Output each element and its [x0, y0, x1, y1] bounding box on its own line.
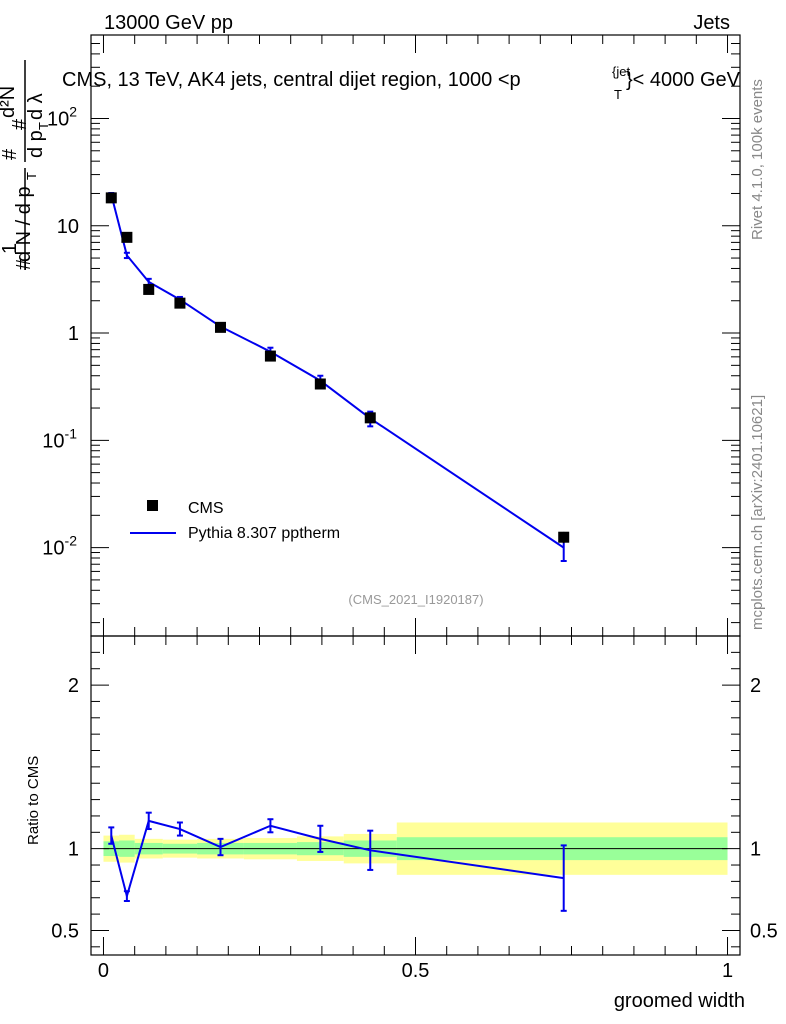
- data-point: [364, 412, 376, 424]
- y-tick-label-main: 1: [68, 323, 79, 345]
- y-tick-label-ratio: 2: [68, 675, 79, 697]
- y-tick-label-ratio-right: 1: [750, 839, 761, 861]
- plot-title-sub: T: [614, 87, 622, 102]
- y-axis-label-ratio: Ratio to CMS: [25, 756, 42, 845]
- legend: CMS Pythia 8.307 pptherm: [130, 500, 340, 542]
- mcplots-label: mcplots.cern.ch [arXiv:2401.10621]: [749, 395, 766, 630]
- legend-marker-data: [147, 500, 158, 511]
- y-tick-label-ratio-right: 0.5: [750, 920, 778, 942]
- energy-label: 13000 GeV pp: [104, 12, 233, 34]
- ratio-axes: 2 2 1 1 0.5 0.5 0 0.5 1: [51, 635, 778, 982]
- analysis-id: (CMS_2021_I1920187): [348, 592, 483, 607]
- svg-text:#: #: [0, 148, 21, 160]
- jets-label: Jets: [693, 12, 730, 34]
- svg-text:#: #: [13, 258, 35, 270]
- data-point: [105, 192, 117, 204]
- y-tick-label-ratio: 1: [68, 839, 79, 861]
- ratio-frame: [90, 635, 741, 956]
- mc-line: [110, 194, 565, 549]
- rivet-label: Rivet 4.1.0, 100k events: [749, 79, 766, 240]
- y-tick-label-ratio-right: 2: [750, 675, 761, 697]
- x-tick-label: 1: [722, 960, 733, 982]
- x-tick-label: 0: [98, 960, 109, 982]
- ratio-series: [108, 811, 567, 912]
- y-tick-label-main: 102: [47, 103, 77, 130]
- x-axis-label: groomed width: [614, 990, 745, 1012]
- main-axes: 10 1 102 10-1 10-2: [42, 34, 741, 637]
- data-point: [121, 231, 133, 243]
- legend-label-data: CMS: [188, 500, 224, 517]
- svg-text:T: T: [36, 122, 51, 130]
- svg-text:d λ: d λ: [25, 93, 47, 120]
- y-tick-label-main: 10-2: [42, 533, 77, 560]
- mc-series: [108, 192, 567, 563]
- plot-title: CMS, 13 TeV, AK4 jets, central dijet reg…: [62, 69, 521, 91]
- plot-title-sup: {jet: [612, 64, 630, 79]
- svg-text:d N / d p: d N / d p: [13, 186, 35, 262]
- y-tick-label-main: 10-1: [42, 425, 77, 452]
- y-tick-label-main: 10: [57, 216, 79, 238]
- data-point: [143, 283, 155, 295]
- legend-label-mc: Pythia 8.307 pptherm: [188, 525, 340, 542]
- data-point: [314, 378, 326, 390]
- svg-text:d p: d p: [25, 130, 47, 158]
- svg-text:d²N: d²N: [0, 86, 19, 118]
- data-point: [174, 297, 186, 309]
- svg-text:T: T: [24, 172, 39, 180]
- data-series: [105, 192, 570, 544]
- svg-text:1: 1: [0, 243, 21, 254]
- y-axis-label-main: # d N / d p T 1 # d p T d λ d²N #: [0, 60, 51, 270]
- data-point: [214, 321, 226, 333]
- data-point: [558, 531, 570, 543]
- ratio-bands: [103, 822, 728, 875]
- main-frame: [90, 34, 741, 637]
- plot-title-end: }< 4000 GeV: [626, 69, 741, 91]
- svg-text:#: #: [9, 118, 31, 130]
- data-point: [264, 350, 276, 362]
- y-tick-label-ratio: 0.5: [51, 920, 79, 942]
- x-tick-label: 0.5: [402, 960, 430, 982]
